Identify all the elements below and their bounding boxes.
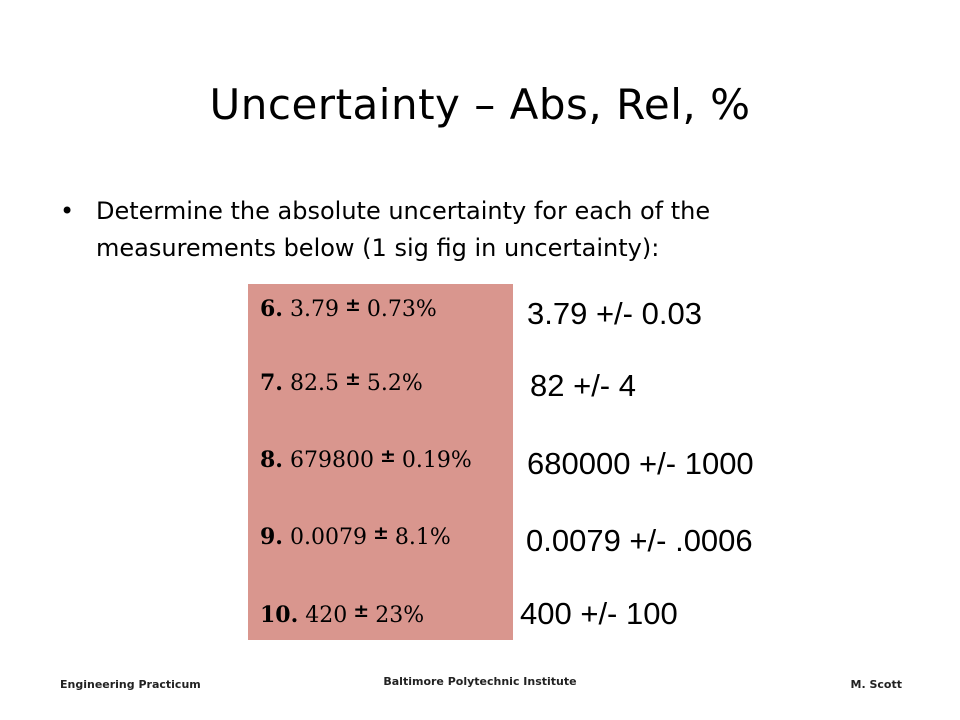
bullet-dot-icon: • [60, 197, 75, 225]
answer-6: 3.79 +/- 0.03 [527, 296, 702, 331]
footer-center: Baltimore Polytechnic Institute [383, 675, 577, 688]
bullet-point: • Determine the absolute uncertainty for… [60, 193, 880, 267]
footer-left: Engineering Practicum [60, 678, 201, 691]
answer-10: 400 +/- 100 [520, 596, 678, 631]
problem-8: 8. 679800 ±0.19% [260, 445, 472, 473]
problem-7: 7. 82.5 ±5.2% [260, 368, 423, 396]
problem-10: 10. 420 ±23% [260, 600, 425, 628]
slide-title: Uncertainty – Abs, Rel, % [209, 80, 751, 129]
footer-right: M. Scott [850, 678, 902, 691]
answer-9: 0.0079 +/- .0006 [526, 523, 753, 558]
problem-9: 9. 0.0079 ±8.1% [260, 522, 451, 550]
answer-8: 680000 +/- 1000 [527, 446, 754, 481]
answer-7: 82 +/- 4 [530, 368, 636, 403]
problem-6: 6. 3.79 ±0.73% [260, 294, 437, 322]
bullet-line-1: Determine the absolute uncertainty for e… [96, 197, 711, 225]
problem-box: 6. 3.79 ±0.73% 7. 82.5 ±5.2% 8. 679800 ±0.1… [248, 284, 513, 640]
bullet-line-2: measurements below (1 sig fig in uncerta… [96, 234, 660, 262]
